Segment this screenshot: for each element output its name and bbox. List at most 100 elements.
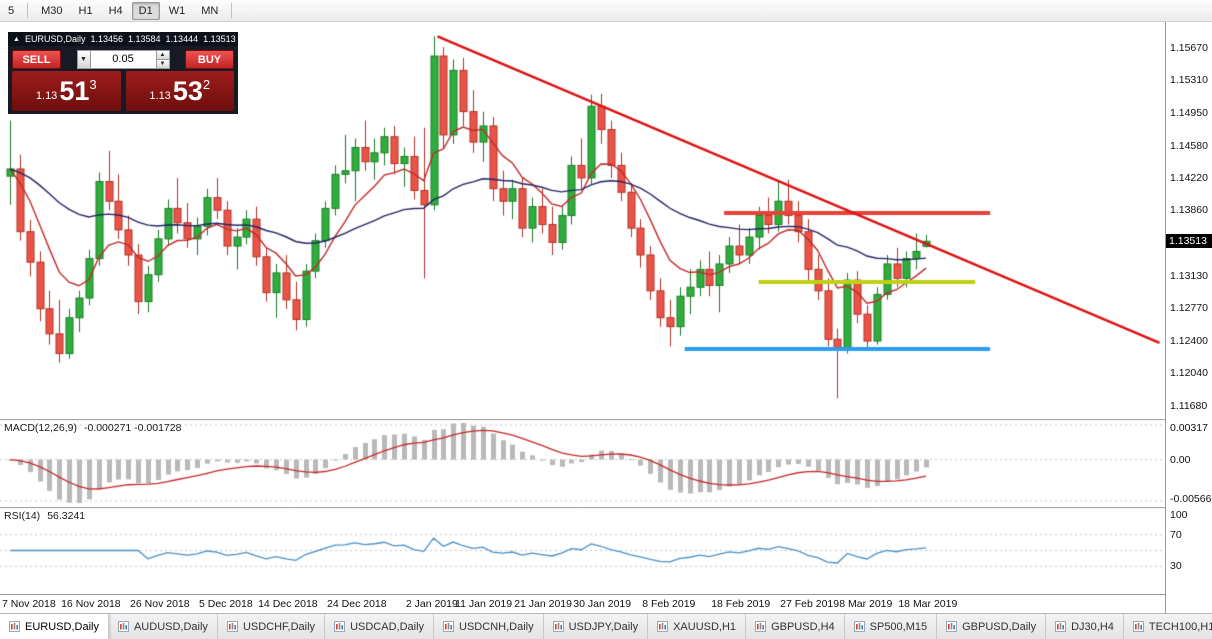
sell-price-display[interactable]: 1.13 51 3	[12, 71, 121, 111]
macd-indicator-canvas[interactable]	[0, 419, 1165, 507]
tab-label: SP500,M15	[869, 620, 928, 633]
price-axis-label: 1.12770	[1170, 301, 1208, 314]
price-axis-label: 1.14950	[1170, 106, 1208, 119]
symbol-period-label: EURUSD,Daily	[24, 34, 86, 44]
time-axis-label: 16 Nov 2018	[61, 598, 121, 610]
chart-tab-eurusd-daily[interactable]: EURUSD,Daily	[0, 614, 109, 639]
sell-button[interactable]: SELL	[12, 49, 61, 69]
tab-label: USDCHF,Daily	[242, 620, 316, 633]
chart-tab-usdcnh-daily[interactable]: USDCNH,Daily	[434, 614, 544, 639]
rsi-indicator-canvas[interactable]	[0, 507, 1165, 594]
volume-control: ▼ ▲ ▼	[76, 49, 170, 69]
tab-label: XAUUSD,H1	[673, 620, 737, 633]
tab-chart-icon	[9, 621, 20, 632]
chart-tab-sp500-m15[interactable]: SP500,M15	[845, 614, 938, 639]
timeframe-button-h4[interactable]: H4	[108, 4, 123, 17]
tab-label: GBPUSD,Daily	[962, 620, 1037, 633]
price-axis[interactable]: 1.13513 1.15670 1.15310 1.14950 1.14580 1.14…	[1165, 22, 1212, 613]
tab-chart-icon	[226, 621, 238, 632]
tab-chart-icon	[552, 621, 564, 632]
panel-collapse-icon[interactable]: ▲	[13, 35, 20, 43]
ohlc-close: 1.13513	[203, 34, 236, 44]
buy-price-prefix: 1.13	[149, 90, 171, 102]
tab-chart-icon	[755, 621, 767, 632]
ohlc-high: 1.13584	[128, 34, 161, 44]
macd-values: -0.000271 -0.001728	[83, 422, 182, 434]
chart-tab-tech100-h1[interactable]: TECH100,H1	[1124, 614, 1212, 639]
tab-label: GBPUSD,H4	[771, 620, 835, 633]
price-axis-label: 1.14220	[1170, 171, 1208, 184]
tab-label: TECH100,H1	[1148, 620, 1212, 633]
timeframe-button-d1[interactable]: D1	[131, 1, 160, 20]
macd-axis-label: 0.00317	[1170, 422, 1208, 434]
volume-dropdown-button[interactable]: ▼	[76, 49, 91, 69]
buy-price-big-digits: 53	[172, 75, 203, 106]
rsi-value: 56.3241	[47, 510, 86, 522]
rsi-axis-label: 30	[1170, 560, 1182, 573]
price-axis-label: 1.15310	[1170, 74, 1208, 87]
time-axis-label: 2 Jan 2019	[405, 598, 458, 610]
time-axis-label: 27 Feb 2019	[780, 598, 840, 610]
time-axis-label: 24 Dec 2018	[327, 598, 387, 610]
timeframe-button-h1[interactable]: H1	[78, 4, 93, 17]
price-axis-label: 1.12400	[1170, 335, 1208, 348]
time-axis-label: 18 Feb 2019	[711, 598, 771, 610]
tab-label: USDCNH,Daily	[459, 620, 534, 633]
timeframe-button-mn[interactable]: MN	[201, 4, 219, 17]
time-axis-label: 26 Nov 2018	[130, 598, 190, 610]
price-axis-label: 1.12040	[1170, 367, 1208, 380]
chart-tab-usdjpy-daily[interactable]: USDJPY,Daily	[544, 614, 649, 639]
price-axis-label: 1.14580	[1170, 139, 1208, 152]
chart-area: ▲ EURUSD,Daily 1.13456 1.13584 1.13444 1…	[0, 22, 1212, 613]
tab-chart-icon	[334, 621, 346, 632]
tim eframe-toolbar: 5 M30 H1 H4 D1 W1 MN	[0, 0, 1212, 22]
sell-price-pipette: 3	[89, 76, 97, 92]
price-axis-label: 1.11680	[1170, 399, 1208, 412]
buy-price-pipette: 2	[202, 76, 211, 92]
tab-chart-icon	[443, 621, 455, 632]
time-axis[interactable]: 7 Nov 2018 16 Nov 2018 26 Nov 2018 5 Dec 20…	[0, 594, 1165, 613]
symbol-ohlc-header[interactable]: ▲ EURUSD,Daily 1.13456 1.13584 1.13444 1…	[8, 32, 238, 46]
chart-tabs-bar: EURUSD,Daily AUDUSD,Daily USDCHF,Daily USDC…	[0, 613, 1212, 639]
time-axis-label: 5 Dec 2018	[199, 598, 253, 610]
ohlc-low: 1.13444	[165, 34, 199, 44]
tab-chart-icon	[1132, 621, 1144, 632]
macd-axis-label: 0.00	[1170, 453, 1191, 466]
tab-chart-icon	[657, 621, 669, 632]
rsi-indicator-label: RSI(14) 56.3241	[4, 510, 85, 522]
time-axis-label: 11 Jan 2019	[455, 598, 513, 610]
buy-price-display[interactable]: 1.13 53 2	[125, 71, 234, 111]
macd-title: MACD(12,26,9)	[4, 422, 77, 434]
sell-price-big-digits: 51	[59, 75, 90, 106]
volume-decrease-button[interactable]: ▼	[156, 59, 170, 69]
toolbar-separator	[27, 3, 29, 18]
chart-tab-usdcad-daily[interactable]: USDCAD,Daily	[325, 614, 435, 639]
volume-input[interactable]	[90, 49, 157, 69]
timeframe-button-w1[interactable]: W1	[168, 4, 186, 17]
volume-increase-button[interactable]: ▲	[156, 49, 170, 60]
tab-label: AUDUSD,Daily	[133, 620, 208, 633]
price-axis-label: 1.13130	[1170, 269, 1208, 282]
chart-tab-dj30-h4[interactable]: DJ30,H4	[1046, 614, 1124, 639]
time-axis-label: 8 Feb 2019	[642, 598, 696, 610]
buy-button[interactable]: BUY	[185, 49, 234, 69]
tab-chart-icon	[1055, 621, 1067, 632]
time-axis-label: 7 Nov 2018	[2, 598, 56, 610]
rsi-title: RSI(14)	[4, 510, 41, 522]
time-axis-label: 8 Mar 2019	[839, 598, 893, 610]
chart-tab-gbpusd-h4[interactable]: GBPUSD,H4	[746, 614, 845, 639]
rsi-axis-label: 100	[1170, 509, 1188, 521]
timeframe-button-5[interactable]: 5	[8, 4, 15, 17]
chart-tab-xauusd-h1[interactable]: XAUUSD,H1	[648, 614, 747, 639]
tab-label: DJ30,H4	[1071, 620, 1114, 633]
timeframe-button-m30[interactable]: M30	[41, 4, 63, 17]
time-axis-label: 18 Mar 2019	[898, 598, 958, 610]
chart-tab-audusd-daily[interactable]: AUDUSD,Daily	[109, 614, 218, 639]
tab-chart-icon	[853, 621, 865, 632]
price-axis-label: 1.15670	[1170, 41, 1208, 54]
chart-tab-gbpusd-daily[interactable]: GBPUSD,Daily	[937, 614, 1047, 639]
time-axis-label: 14 Dec 2018	[258, 598, 318, 610]
tab-chart-icon	[946, 621, 958, 632]
chart-tab-usdchf-daily[interactable]: USDCHF,Daily	[218, 614, 326, 639]
